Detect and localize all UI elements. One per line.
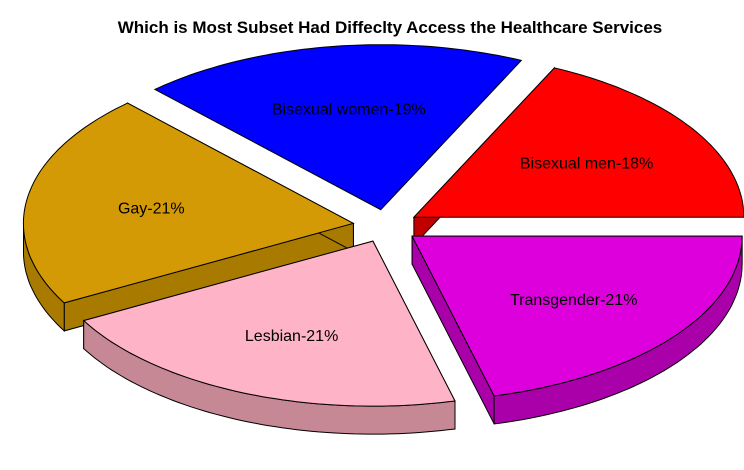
slice-bisexual-women	[153, 44, 523, 211]
slice-lesbian	[82, 240, 456, 435]
slice-transgender	[411, 235, 743, 425]
slice-label-bisexual-men: Bisexual men-18%	[520, 155, 653, 172]
slice-top-face	[412, 67, 744, 218]
chart-title: Which is Most Subset Had Diffeclty Acces…	[117, 18, 663, 37]
slice-top-face	[411, 235, 743, 397]
slice-label-gay: Gay-21%	[118, 200, 185, 217]
slice-top-face	[82, 240, 456, 407]
slice-top-face	[153, 44, 523, 211]
slice-label-transgender: Transgender-21%	[510, 292, 637, 309]
slice-label-bisexual-women: Bisexual women-19%	[272, 102, 426, 119]
slice-gay	[22, 102, 355, 333]
slice-label-lesbian: Lesbian-21%	[245, 328, 338, 345]
slice-top-face	[22, 102, 355, 304]
